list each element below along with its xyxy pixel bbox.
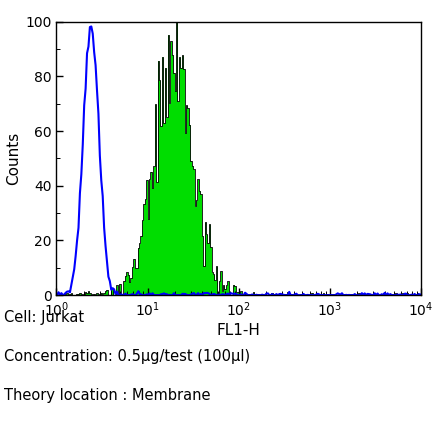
Y-axis label: Counts: Counts — [6, 132, 21, 185]
X-axis label: FL1-H: FL1-H — [217, 323, 261, 338]
Text: Theory location : Membrane: Theory location : Membrane — [4, 388, 211, 404]
Text: Cell: Jurkat: Cell: Jurkat — [4, 310, 85, 326]
Text: Concentration: 0.5μg/test (100μl): Concentration: 0.5μg/test (100μl) — [4, 349, 250, 365]
